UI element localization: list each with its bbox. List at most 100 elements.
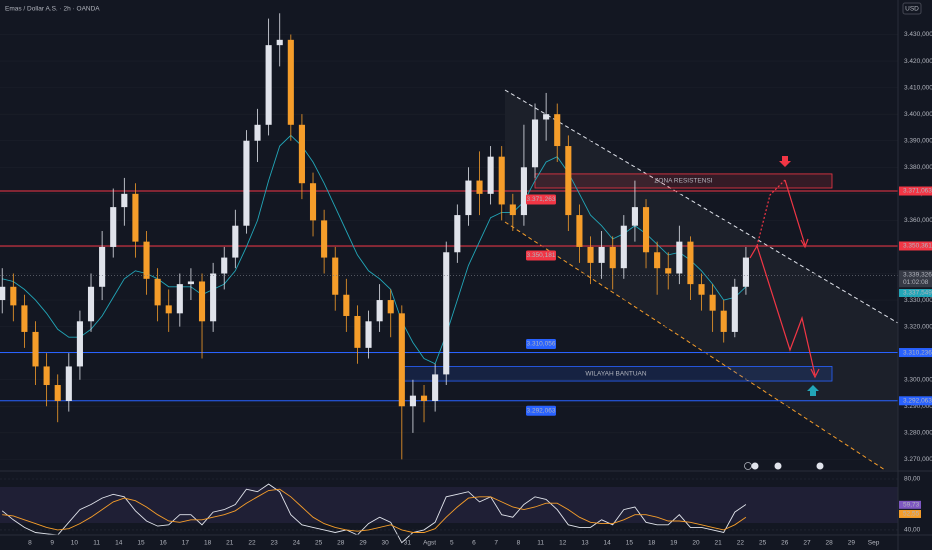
event-icon[interactable] [816,462,824,470]
arrow-head [800,238,809,249]
event-icon[interactable] [774,462,782,470]
event-icon[interactable] [751,462,759,470]
level-axis-tag [899,186,932,196]
currency-box[interactable] [902,2,922,15]
x-tick-label: 7 [494,540,498,547]
rsi-tag-label: 59,73 [903,502,920,509]
x-tick-label: 27 [803,540,811,547]
candle-body [343,294,350,316]
candle-body [143,241,150,279]
candle-body [243,140,250,226]
rsi-tick-label: 40,00 [904,527,921,534]
candle-body [520,167,527,216]
rsi-tag-label: 52,55 [903,511,920,518]
y-tick-label: 3.420,000 [904,58,932,65]
y-tick-label: 3.300,000 [904,376,932,383]
zone-label: ZONA RESISTENSI [654,178,712,185]
y-tick-label: 3.280,000 [904,430,932,437]
candle-body [21,305,28,332]
x-tick-label: 14 [604,540,612,547]
level-tag [526,405,556,416]
x-tick-label: 29 [848,540,856,547]
chart-title: Emas / Dollar A.S. · 2h · OANDA [5,6,100,13]
ma-tag [899,289,932,298]
level-axis-tag [899,241,932,251]
candle-body [554,114,561,147]
candle-body [576,215,583,247]
y-tick-label: 3.400,000 [904,111,932,118]
ma-tag-label: 3.337,549 [903,290,932,297]
x-tick-label: 15 [626,540,634,547]
candle-body [187,281,194,285]
x-tick-label: 21 [226,540,234,547]
level-axis-label: 3.350,361 [903,243,932,250]
candle-body [509,204,516,216]
level-tag [526,194,556,205]
candle-body [0,286,6,301]
y-tick-label: 3.320,000 [904,323,932,330]
candle-body [321,220,328,258]
candle-body [10,286,17,306]
candle-body [631,207,638,226]
x-tick-label: 15 [137,540,145,547]
candle-body [731,286,738,332]
y-tick-label: 3.430,000 [904,31,932,38]
x-tick-label: 20 [692,540,700,547]
x-tick-label: 11 [93,540,100,547]
candle-body [687,241,694,285]
x-tick-label: 13 [581,540,589,547]
up-icon [807,385,819,396]
candle-body [709,294,716,311]
level-tag [526,339,556,350]
candle-body [198,281,206,322]
candle-body [265,45,272,125]
x-tick-label: 14 [115,540,123,547]
x-tick-label: 8 [28,540,32,547]
x-tick-label: 17 [182,540,190,547]
candle-body [210,273,217,322]
candle-body [65,366,72,401]
zone-label: WILAYAH BANTUAN [585,370,646,377]
level-tag-label: 3.292,063 [527,408,556,415]
projection-drop [784,179,806,246]
candle-body [454,215,461,253]
candle-body [642,207,650,253]
x-tick-label: 6 [472,540,476,547]
candle-body [365,321,372,348]
candle-body [387,300,394,314]
y-tick-label: 3.380,000 [904,164,932,171]
level-axis-label: 3.292,063 [903,398,932,405]
level-tag-label: 3.310,056 [527,341,556,348]
price-tag [899,270,932,288]
rsi-tag [899,509,921,518]
candle-body [121,193,128,208]
candle-body [132,193,139,242]
candle-body [609,246,616,269]
x-tick-label: 25 [759,540,767,547]
level-axis-label: 3.371,063 [903,188,932,195]
y-tick-label: 3.390,000 [904,137,932,144]
candle-body [110,207,117,247]
x-tick-label: Sep [868,540,880,547]
candle-body [309,183,317,221]
x-tick-label: 18 [204,540,212,547]
candle-body [376,300,383,322]
candle-body [254,124,261,141]
candle-body [54,385,61,401]
currency[interactable]: USD [905,6,919,13]
candle-body [720,310,727,332]
price-tag-label: 3.339,326 [903,272,932,279]
candle-body [165,305,172,314]
rsi-line [1,483,747,544]
candle-body [654,252,661,269]
candle-body [43,366,50,386]
projection-up [756,179,786,247]
candle-body [354,315,361,348]
candle-body [531,119,539,168]
candle-body [232,225,239,258]
candle-body [398,313,405,407]
candle-body [665,268,672,274]
candle-body [742,257,749,287]
down-icon [779,156,791,167]
